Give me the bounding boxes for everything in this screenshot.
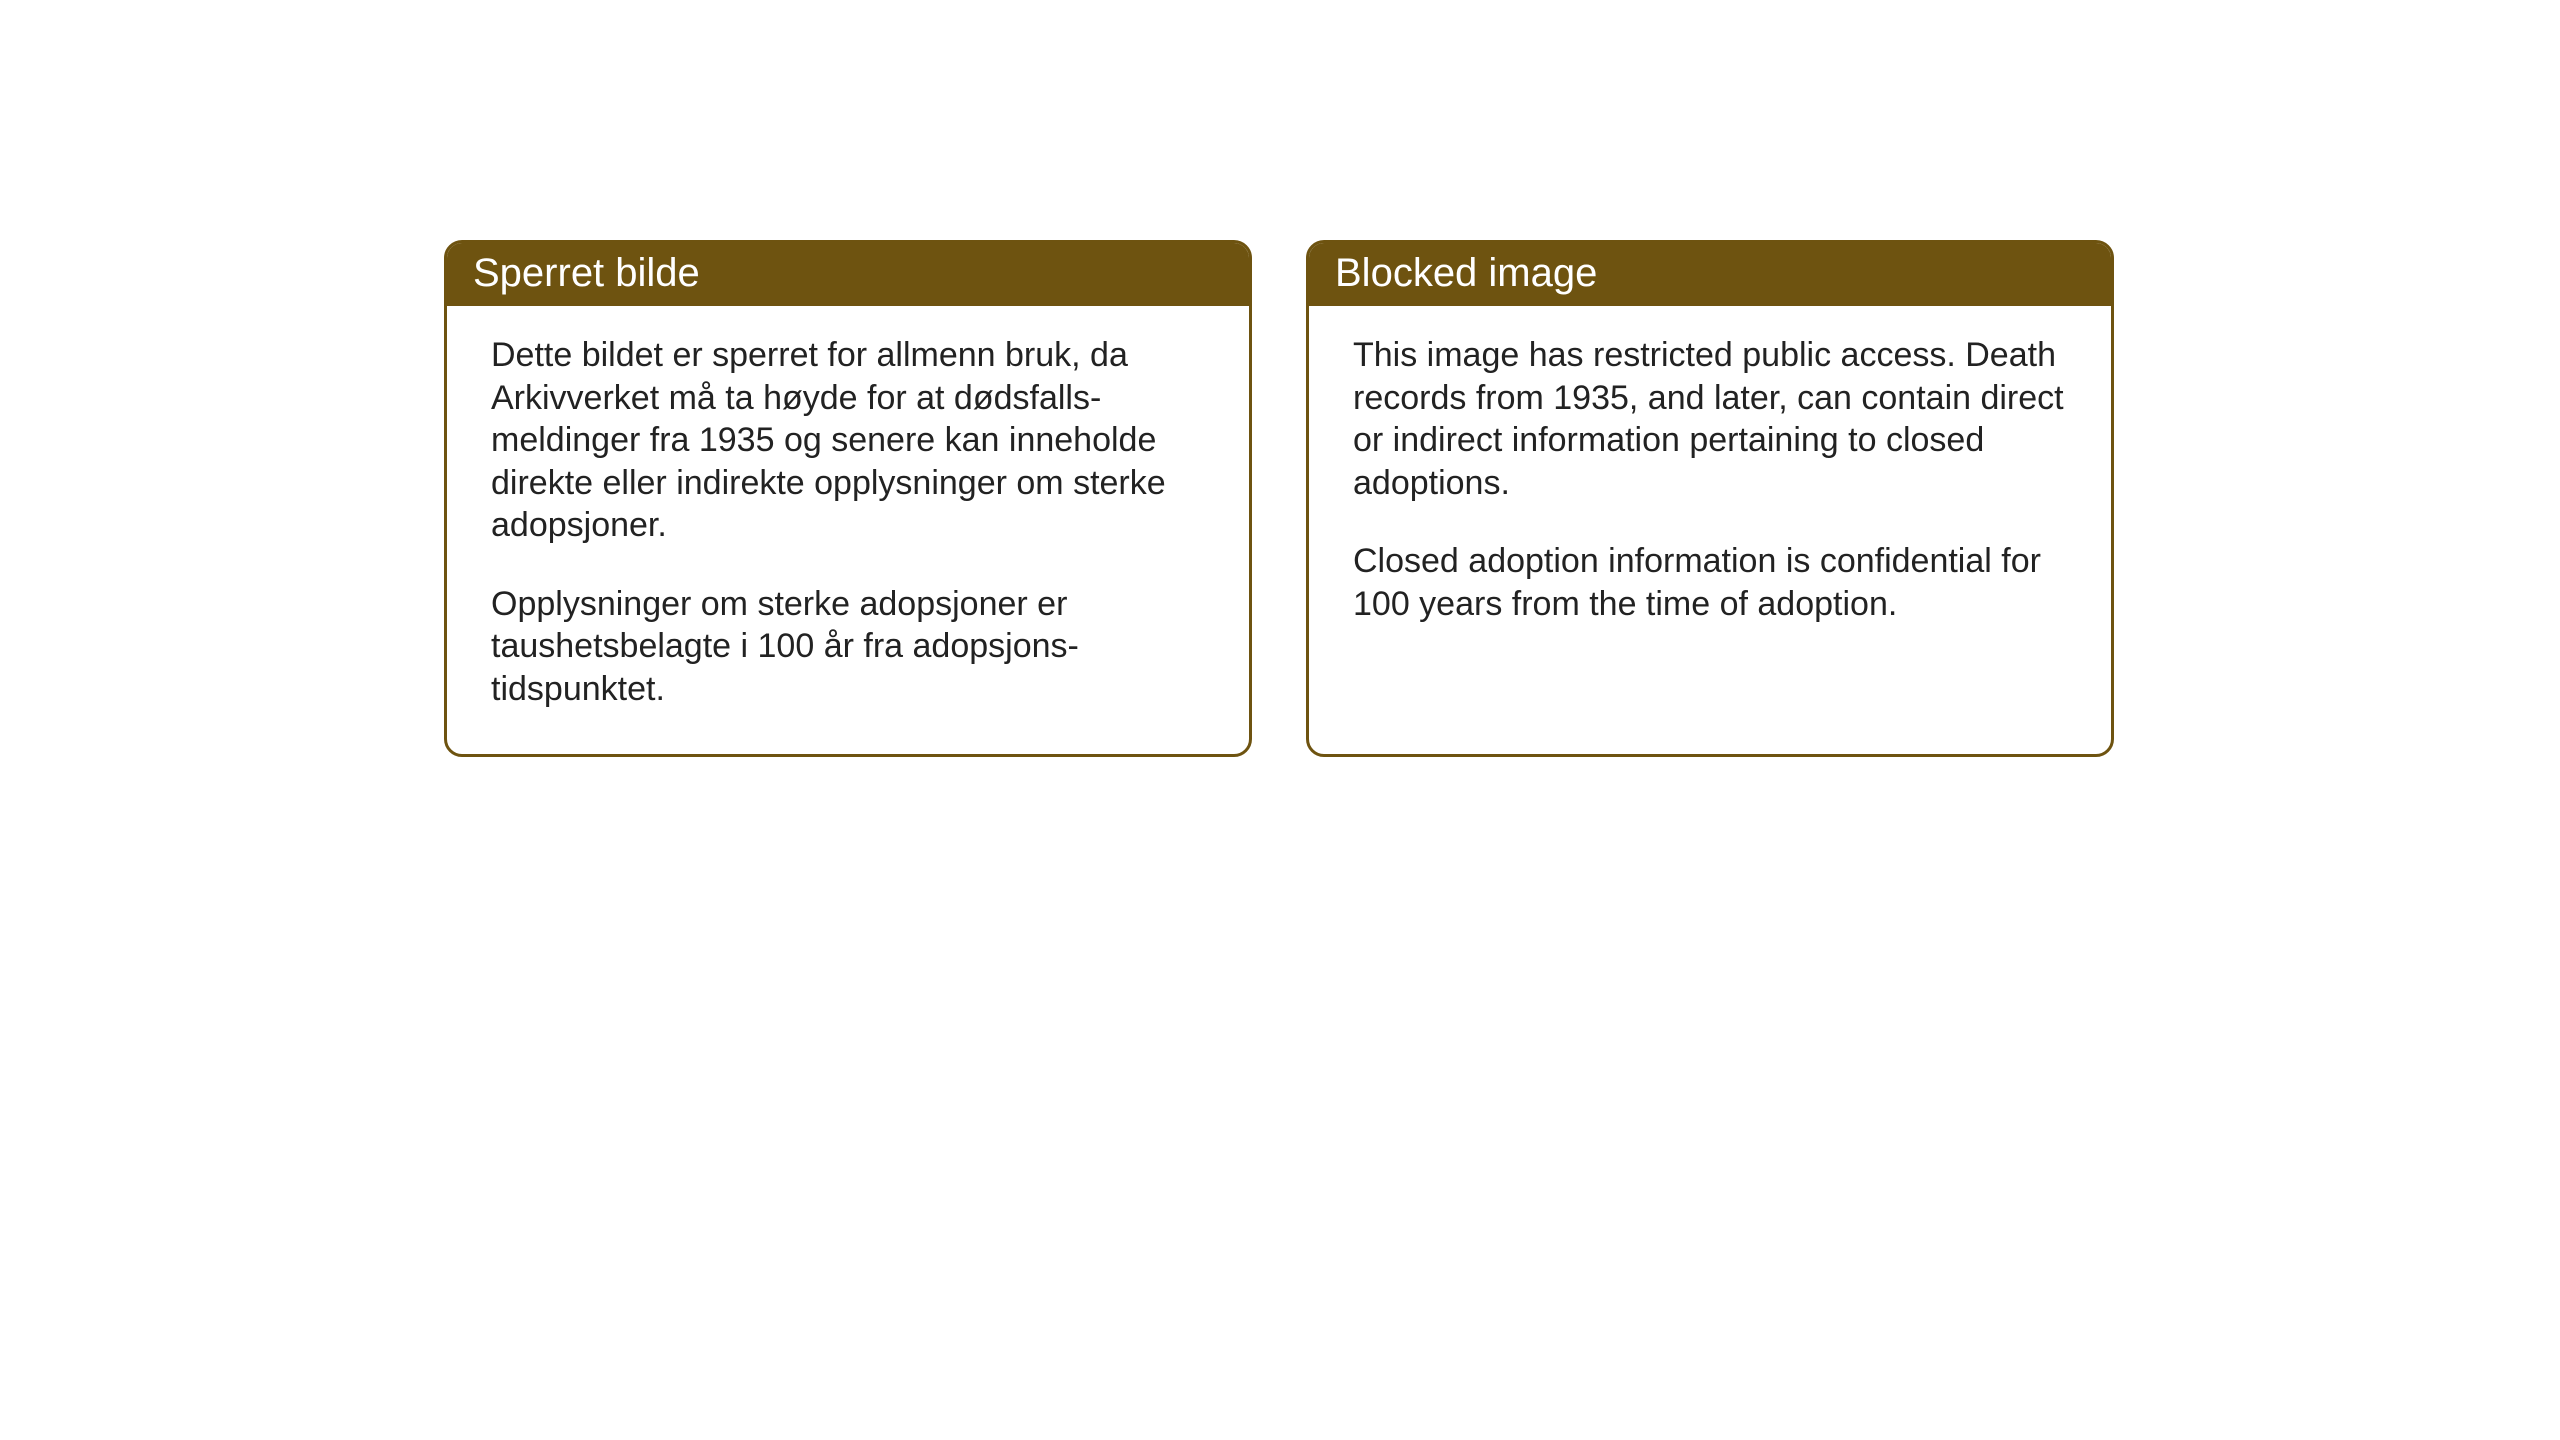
notice-container: Sperret bilde Dette bildet er sperret fo… [444, 240, 2114, 757]
notice-header-english: Blocked image [1309, 243, 2111, 306]
notice-body-norwegian: Dette bildet er sperret for allmenn bruk… [447, 306, 1249, 754]
notice-paragraph: This image has restricted public access.… [1353, 334, 2067, 504]
notice-paragraph: Closed adoption information is confident… [1353, 540, 2067, 625]
notice-body-english: This image has restricted public access.… [1309, 306, 2111, 669]
notice-paragraph: Dette bildet er sperret for allmenn bruk… [491, 334, 1205, 547]
notice-header-norwegian: Sperret bilde [447, 243, 1249, 306]
notice-paragraph: Opplysninger om sterke adopsjoner er tau… [491, 583, 1205, 711]
notice-box-norwegian: Sperret bilde Dette bildet er sperret fo… [444, 240, 1252, 757]
notice-box-english: Blocked image This image has restricted … [1306, 240, 2114, 757]
